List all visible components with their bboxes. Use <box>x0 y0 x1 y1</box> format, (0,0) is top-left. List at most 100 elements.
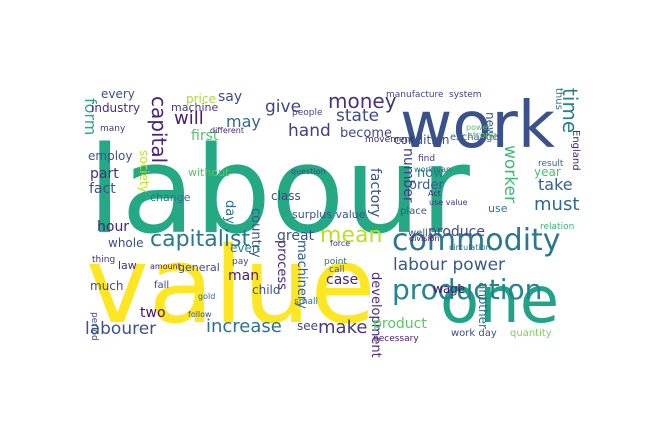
cloud-word-quantity: quantity <box>510 328 552 339</box>
cloud-word-number: number <box>400 148 416 203</box>
cloud-word-country: country <box>248 208 263 258</box>
cloud-word-follow: follow <box>188 310 212 319</box>
cloud-word-manufacture: manufacture <box>386 90 444 100</box>
cloud-word-period: period <box>89 312 99 341</box>
cloud-word-every: every <box>101 87 135 101</box>
cloud-word-great: great <box>277 228 315 244</box>
cloud-word-part: part <box>90 166 119 182</box>
cloud-word-labour: labour <box>88 122 471 261</box>
cloud-word-surplus-value: surplus value <box>292 208 366 221</box>
cloud-word-different: different <box>210 126 244 135</box>
cloud-word-may: may <box>226 112 261 131</box>
cloud-word-another: another <box>476 282 490 329</box>
cloud-word-will: will <box>174 108 204 129</box>
cloud-word-factory: factory <box>367 168 383 217</box>
cloud-word-call: call <box>329 265 344 275</box>
cloud-word-employ: employ <box>88 149 132 163</box>
cloud-word-place: place <box>400 206 427 217</box>
cloud-word-whole: whole <box>108 236 143 250</box>
cloud-word-value: value <box>86 224 376 347</box>
cloud-word-wage: wage <box>433 282 465 296</box>
cloud-word-question: question <box>291 167 326 176</box>
cloud-word-now: now <box>417 166 444 181</box>
cloud-word-condition: condition <box>394 133 449 147</box>
cloud-word-see: see <box>297 319 318 333</box>
cloud-word-much: much <box>90 279 124 293</box>
cloud-word-worker: worker <box>500 145 520 203</box>
cloud-background <box>91 86 591 336</box>
cloud-word-law: law <box>118 259 137 272</box>
cloud-word-capitalist: capitalist <box>150 227 250 252</box>
cloud-word-increase: increase <box>206 316 282 337</box>
cloud-word-capital: capital <box>147 96 171 163</box>
cloud-word-machine: machine <box>171 101 219 114</box>
cloud-word-relation: relation <box>540 222 574 232</box>
cloud-word-day: day <box>222 200 237 224</box>
cloud-word-two: two <box>140 305 166 321</box>
cloud-word-gold: gold <box>198 292 215 301</box>
cloud-word-use: use <box>488 202 508 215</box>
cloud-word-produce: produce <box>428 224 485 240</box>
cloud-word-necessary: necessary <box>373 334 419 344</box>
cloud-word-order: order <box>409 178 444 193</box>
cloud-word-make: make <box>318 317 367 338</box>
cloud-word-exchange: exchange <box>450 132 499 143</box>
cloud-word-take: take <box>538 175 573 194</box>
cloud-word-time: time <box>558 88 582 133</box>
cloud-word-must: must <box>534 194 579 215</box>
cloud-word-man: man <box>228 268 259 284</box>
cloud-word-find: find <box>418 154 435 164</box>
cloud-word-thus: thus <box>553 88 564 110</box>
cloud-word-small: small <box>294 297 318 307</box>
cloud-word-product: product <box>373 316 427 332</box>
cloud-word-change: change <box>150 191 191 204</box>
cloud-word-year: year <box>534 165 561 179</box>
cloud-word-one: one <box>440 264 559 338</box>
cloud-word-new: new <box>483 112 497 137</box>
cloud-word-thing: thing <box>92 255 115 265</box>
cloud-word-work-day: work day <box>451 328 497 339</box>
cloud-word-division: division <box>409 234 440 243</box>
cloud-word-industry: industry <box>91 101 140 115</box>
cloud-word-point: point <box>324 257 347 267</box>
cloud-word-general: general <box>178 261 220 274</box>
cloud-word-case: case <box>326 272 358 288</box>
cloud-word-fact: fact <box>89 181 116 197</box>
cloud-word-fall: fall <box>154 280 169 291</box>
cloud-word-society: society <box>137 150 151 193</box>
cloud-word-mean: mean <box>320 223 382 248</box>
cloud-word-development: development <box>368 272 383 358</box>
cloud-word-workman: workman <box>414 165 451 174</box>
cloud-word-amount: amount <box>150 262 181 271</box>
cloud-word-circulation: circulation <box>449 243 491 252</box>
cloud-word-strong: strong <box>468 131 497 141</box>
cloud-word-england: England <box>570 130 581 171</box>
cloud-word-system: system <box>449 90 482 100</box>
cloud-word-even: even <box>230 241 259 255</box>
cloud-word-labour-power: labour power <box>393 255 505 275</box>
cloud-word-give: give <box>265 97 301 117</box>
cloud-word-hand: hand <box>288 121 331 141</box>
cloud-word-money: money <box>328 89 397 113</box>
cloud-word-first: first <box>191 128 219 144</box>
cloud-word-child: child <box>252 283 281 297</box>
cloud-word-machinery: machinery <box>294 240 309 309</box>
cloud-word-without: without <box>188 166 230 179</box>
cloud-word-power: power <box>466 123 491 132</box>
cloud-word-result: result <box>538 159 564 169</box>
cloud-word-commodity: commodity <box>392 223 561 258</box>
cloud-word-act: Act <box>428 189 441 198</box>
cloud-word-production: production <box>392 273 542 306</box>
cloud-word-form: form <box>81 98 100 135</box>
cloud-word-people: people <box>292 108 323 118</box>
cloud-word-use-value: use value <box>429 198 468 207</box>
cloud-word-force: force <box>330 239 350 248</box>
cloud-word-hour: hour <box>97 219 129 235</box>
cloud-word-pay: pay <box>232 257 249 267</box>
cloud-word-process: process <box>274 240 289 290</box>
cloud-word-state: state <box>336 106 379 126</box>
cloud-word-well: well <box>408 228 428 239</box>
cloud-word-movement: movement <box>365 135 414 145</box>
